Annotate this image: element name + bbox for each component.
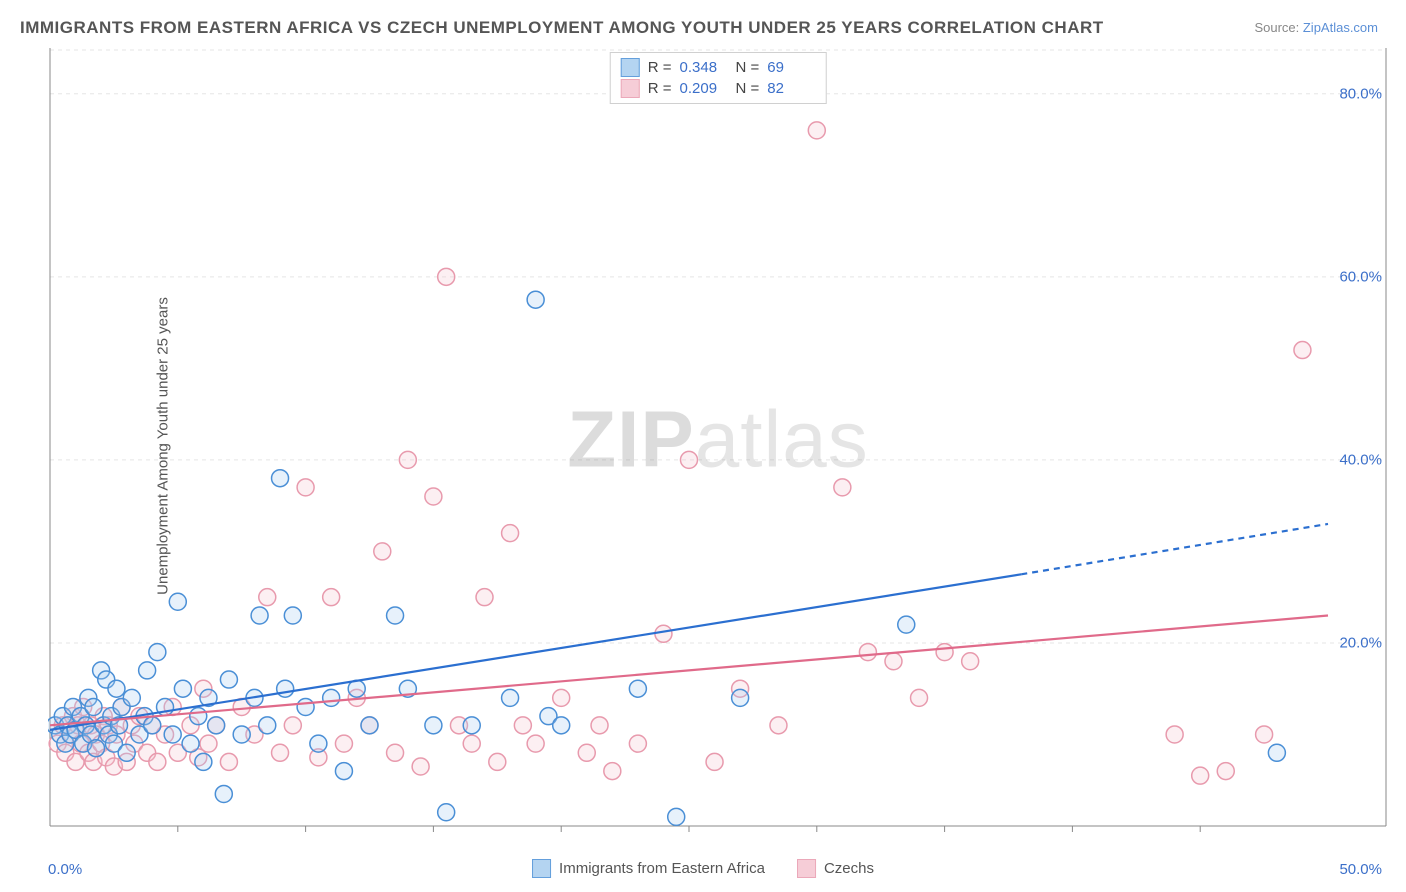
stat-n-label: N = <box>736 80 760 97</box>
legend-swatch-icon <box>621 79 640 98</box>
y-tick-label: 60.0% <box>1339 268 1382 285</box>
chart-title: IMMIGRANTS FROM EASTERN AFRICA VS CZECH … <box>20 18 1104 38</box>
stat-legend-row: R = 0.209 N = 82 <box>621 78 816 99</box>
x-axis-max-label: 50.0% <box>1339 861 1382 878</box>
bottom-legend: Immigrants from Eastern Africa Czechs <box>532 859 874 878</box>
stat-r-value: 0.348 <box>680 59 728 76</box>
y-tick-label: 20.0% <box>1339 634 1382 651</box>
y-tick-label: 80.0% <box>1339 85 1382 102</box>
legend-swatch-icon <box>621 58 640 77</box>
legend-item: Immigrants from Eastern Africa <box>532 859 765 878</box>
chart-area: ZIPatlas R =0.348N =69R =0.209N =82 20.0… <box>48 48 1388 840</box>
stat-r-label: R = <box>648 80 672 97</box>
legend-item: Czechs <box>797 859 874 878</box>
x-axis-min-label: 0.0% <box>48 861 82 878</box>
y-tick-label: 40.0% <box>1339 451 1382 468</box>
source-prefix: Source: <box>1254 20 1302 35</box>
stat-n-value: 82 <box>767 80 815 97</box>
stat-n-value: 69 <box>767 59 815 76</box>
source-attribution: Source: ZipAtlas.com <box>1254 20 1378 35</box>
source-link[interactable]: ZipAtlas.com <box>1303 20 1378 35</box>
stat-r-value: 0.209 <box>680 80 728 97</box>
scatter-plot <box>48 48 1388 840</box>
stat-legend: R = 0.348 N = 69 R = 0.209 N = 82 <box>610 52 827 104</box>
legend-swatch-icon <box>532 859 551 878</box>
stat-r-label: R = <box>648 59 672 76</box>
stat-legend-row: R = 0.348 N = 69 <box>621 57 816 78</box>
legend-label: Czechs <box>824 860 874 877</box>
legend-label: Immigrants from Eastern Africa <box>559 860 765 877</box>
legend-swatch-icon <box>797 859 816 878</box>
stat-n-label: N = <box>736 59 760 76</box>
